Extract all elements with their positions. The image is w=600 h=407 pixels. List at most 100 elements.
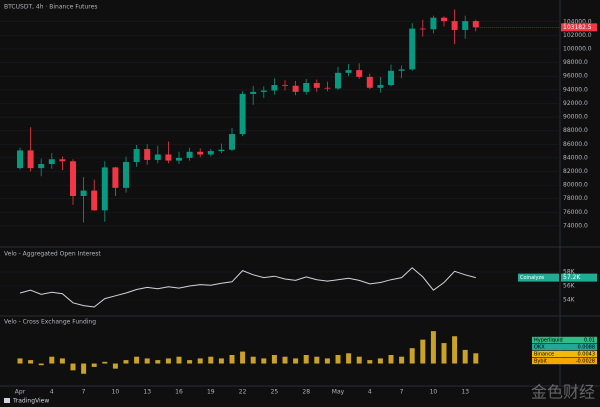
bar	[17, 358, 23, 364]
x-tick-label: 22	[239, 389, 247, 396]
candle-body	[345, 70, 352, 73]
funding-tag-name: Binance	[534, 352, 554, 358]
funding-tag	[532, 357, 597, 365]
funding-tag-value: 0.0043	[578, 352, 596, 358]
bar	[261, 358, 267, 364]
bar	[123, 360, 129, 364]
candle-body	[250, 91, 257, 94]
y-tick-label: 54K	[563, 297, 576, 304]
candle-body	[271, 85, 278, 91]
value-tag	[561, 273, 597, 282]
candle-body	[282, 85, 288, 86]
candle-body	[303, 83, 310, 92]
x-tick-label: 7	[400, 389, 404, 396]
y-tick-label: 56K	[563, 283, 576, 290]
candle-body	[17, 150, 23, 169]
candle-body	[123, 161, 129, 188]
bar	[70, 363, 76, 371]
funding-tag	[532, 343, 597, 351]
x-tick-label: 4	[50, 389, 54, 396]
candle-body	[462, 21, 469, 30]
x-tick-label: 10	[112, 389, 120, 396]
candle-body	[101, 167, 108, 211]
y-tick-label: 80000.0	[563, 182, 588, 189]
bar	[59, 358, 65, 364]
candle-body	[80, 190, 87, 196]
y-tick-label: 82000.0	[563, 168, 588, 175]
bar	[314, 356, 320, 364]
bar	[409, 348, 415, 364]
funding-tag	[532, 336, 597, 344]
candle-body	[133, 149, 140, 162]
candle-body	[441, 17, 447, 22]
candle-body	[38, 164, 45, 169]
bar	[91, 363, 97, 367]
candle-body	[377, 85, 384, 88]
bar	[155, 360, 161, 364]
bar	[208, 356, 214, 364]
candle-body	[27, 150, 34, 169]
candle-body	[313, 83, 320, 88]
candle-body	[186, 151, 193, 158]
bar	[282, 356, 288, 364]
y-tick-label: 74000.0	[563, 222, 588, 229]
x-tick-label: 4	[368, 389, 372, 396]
bar	[399, 356, 405, 364]
bar	[176, 356, 182, 364]
funding-tag-name: Bybit	[534, 359, 547, 365]
watermark: 金色财经	[531, 383, 595, 402]
candle-body	[409, 28, 416, 70]
bar	[49, 356, 55, 364]
bar	[144, 358, 150, 364]
bar	[28, 360, 34, 364]
bar	[303, 355, 309, 364]
bar	[187, 360, 193, 364]
bar	[81, 363, 87, 374]
candle-body	[229, 134, 235, 150]
bar	[197, 358, 203, 364]
last-price-label: 103182.5	[563, 24, 592, 31]
bar	[346, 353, 352, 364]
y-tick-label: 88000.0	[563, 127, 588, 134]
candle-body	[59, 159, 66, 162]
bar	[420, 339, 426, 364]
funding-tag	[532, 350, 597, 358]
last-price-tag	[561, 23, 597, 32]
y-tick-label: 94000.0	[563, 86, 588, 93]
candle-body	[388, 70, 394, 86]
bar	[165, 358, 171, 364]
series-tag-name: Coinalyze	[520, 275, 544, 281]
y-tick-label: 86000.0	[563, 141, 588, 148]
y-tick-label: 98000.0	[563, 59, 588, 66]
candle-body	[70, 161, 76, 196]
candle-body	[207, 151, 214, 155]
candle-body	[197, 151, 204, 155]
bar	[473, 353, 479, 364]
candle-body	[165, 154, 172, 161]
bar	[134, 356, 140, 364]
candle-body	[366, 76, 373, 88]
candle-body	[91, 190, 98, 211]
y-tick-label: 58K	[563, 269, 576, 276]
y-tick-label: 90000.0	[563, 114, 588, 121]
bar	[229, 355, 235, 364]
candle-body	[335, 72, 341, 89]
x-tick-label: 7	[82, 389, 86, 396]
bar	[250, 356, 256, 364]
x-tick-label: 13	[461, 389, 469, 396]
candle-body	[398, 69, 405, 71]
candle-body	[176, 157, 182, 161]
candle-body	[430, 17, 437, 30]
bar	[462, 349, 468, 364]
bar	[271, 355, 277, 364]
x-tick-label: 13	[143, 389, 151, 396]
bar	[367, 360, 373, 364]
x-tick-label: Apr	[15, 389, 26, 396]
x-tick-label: May	[332, 389, 345, 396]
candle-body	[48, 159, 55, 165]
candle-body	[356, 70, 363, 77]
x-tick-label: 25	[271, 389, 279, 396]
y-tick-label: 100000.0	[563, 46, 592, 53]
